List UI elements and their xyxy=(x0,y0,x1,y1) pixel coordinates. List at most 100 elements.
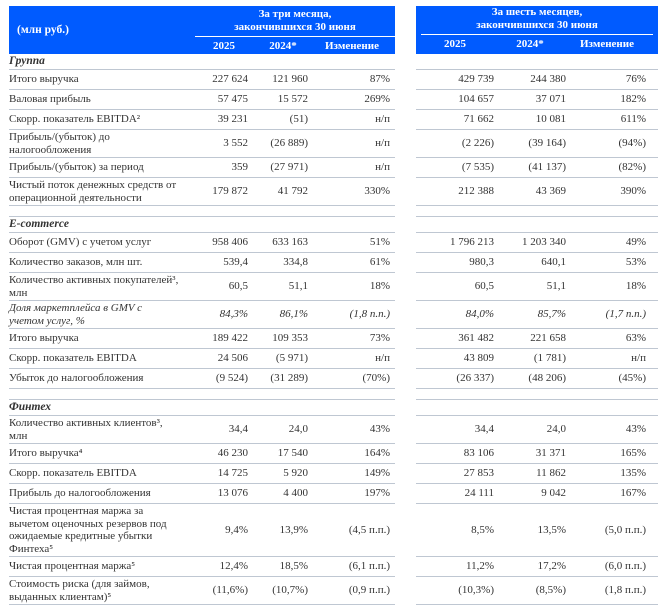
quarter-value-change: 164% xyxy=(364,447,390,460)
halfyear-value-2024: 17,2% xyxy=(537,560,566,573)
table-row: Скорр. показатель EBITDA 24 506 (5 971) … xyxy=(9,349,658,369)
row-label: Стоимость риска (для займов, выданных кл… xyxy=(9,578,150,603)
halfyear-value-change: 63% xyxy=(625,332,646,345)
row-label: Группа xyxy=(9,55,45,68)
row-gap xyxy=(395,504,416,557)
halfyear-value-2025: 34,4 xyxy=(474,423,494,436)
halfyear-value-2025: 1 796 213 xyxy=(450,236,494,249)
table-row: Прибыль до налогообложения 13 076 4 400 … xyxy=(9,484,658,504)
halfyear-value-2024: 1 203 340 xyxy=(522,236,566,249)
row-label: Количество активных покупателей³, млн xyxy=(9,274,179,299)
table-row: Скорр. показатель EBITDA² 39 231 (51) н/… xyxy=(9,110,658,130)
quarter-value-change: (70%) xyxy=(362,372,391,385)
row-right-block: 1 796 213 1 203 340 49% xyxy=(416,233,658,253)
row-label: Скорр. показатель EBITDA xyxy=(9,352,137,365)
row-label: Чистый поток денежных средств от операци… xyxy=(9,179,177,204)
row-left-block: Количество активных покупателей³, млн 60… xyxy=(9,273,395,301)
row-left-block: Прибыль до налогообложения 13 076 4 400 … xyxy=(9,484,395,504)
quarter-value-2025: (11,6%) xyxy=(212,584,248,597)
halfyear-value-2024: (8,5%) xyxy=(535,584,566,597)
row-left-block: Скорр. показатель EBITDA 24 506 (5 971) … xyxy=(9,349,395,369)
halfyear-value-2025: (2 226) xyxy=(461,137,494,150)
quarter-value-2024: (5 971) xyxy=(275,352,308,365)
halfyear-value-change: (45%) xyxy=(618,372,647,385)
row-left-block: Скорр. показатель EBITDA 14 725 5 920 14… xyxy=(9,464,395,484)
halfyear-value-2025: 84,0% xyxy=(465,308,494,321)
spacer-row xyxy=(9,206,658,217)
row-gap xyxy=(395,389,416,400)
halfyear-column-labels: 2025 2024* Изменение xyxy=(416,35,658,52)
row-label: Итого выручка xyxy=(9,73,79,86)
table-row: Скорр. показатель EBITDA 14 725 5 920 14… xyxy=(9,464,658,484)
row-gap xyxy=(395,301,416,329)
row-left-block: Итого выручка 189 422 109 353 73% xyxy=(9,329,395,349)
row-label: Чистая процентная маржа за вычетом оцено… xyxy=(9,505,167,555)
row-right-block: 104 657 37 071 182% xyxy=(416,90,658,110)
quarter-value-2025: 958 406 xyxy=(212,236,248,249)
row-left-block: Чистая процентная маржа⁵ 12,4% 18,5% (6,… xyxy=(9,557,395,577)
row-gap xyxy=(395,484,416,504)
row-gap xyxy=(395,253,416,273)
row-right-block: 8,5% 13,5% (5,0 п.п.) xyxy=(416,504,658,557)
quarter-value-2024: 109 353 xyxy=(272,332,308,345)
table-row: Итого выручка⁴ 46 230 17 540 164% 83 106… xyxy=(9,444,658,464)
quarter-value-2024: 17 540 xyxy=(277,447,308,460)
halfyear-value-change: 165% xyxy=(620,447,646,460)
row-right-block: 27 853 11 862 135% xyxy=(416,464,658,484)
row-left-block xyxy=(9,389,395,400)
row-gap xyxy=(395,110,416,130)
halfyear-value-change: 167% xyxy=(620,487,646,500)
halfyear-value-2025: (7 535) xyxy=(461,161,494,174)
halfyear-value-2025: 43 809 xyxy=(463,352,494,365)
halfyear-value-change: 135% xyxy=(620,467,646,480)
halfyear-value-2025: 24 111 xyxy=(464,487,494,500)
quarter-value-change: 61% xyxy=(369,256,390,269)
table-row: Стоимость риска (для займов, выданных кл… xyxy=(9,577,658,605)
halfyear-value-2025: 361 482 xyxy=(458,332,494,345)
quarter-value-2025: (9 524) xyxy=(215,372,248,385)
quarter-value-2024: 15 572 xyxy=(277,93,308,106)
quarter-value-2024: 5 920 xyxy=(283,467,308,480)
halfyear-value-change: (5,0 п.п.) xyxy=(604,523,646,536)
row-gap xyxy=(395,54,416,70)
row-gap xyxy=(395,70,416,90)
quarter-value-2025: 14 725 xyxy=(217,467,248,480)
row-label: Количество заказов, млн шт. xyxy=(9,256,143,269)
row-label: Скорр. показатель EBITDA² xyxy=(9,113,141,126)
row-left-block: E-commerce xyxy=(9,217,395,233)
row-gap xyxy=(395,130,416,158)
quarter-value-change: 149% xyxy=(364,467,390,480)
quarter-value-2025: 227 624 xyxy=(212,73,248,86)
row-gap xyxy=(395,178,416,206)
row-label: Чистая процентная маржа⁵ xyxy=(9,560,136,573)
halfyear-value-2024: 24,0 xyxy=(546,423,566,436)
row-label: Валовая прибыль xyxy=(9,93,91,106)
row-left-block: Прибыль/(убыток) до налогообложения 3 55… xyxy=(9,130,395,158)
row-left-block: Чистый поток денежных средств от операци… xyxy=(9,178,395,206)
row-left-block: Прибыль/(убыток) за период 359 (27 971) … xyxy=(9,158,395,178)
row-right-block xyxy=(416,217,658,233)
quarter-value-change: 87% xyxy=(369,73,390,86)
row-gap xyxy=(395,557,416,577)
halfyear-value-2025: 980,3 xyxy=(469,256,494,269)
quarter-value-2025: 189 422 xyxy=(212,332,248,345)
row-left-block: Количество заказов, млн шт. 539,4 334,8 … xyxy=(9,253,395,273)
row-right-block xyxy=(416,389,658,400)
row-right-block: (2 226) (39 164) (94%) xyxy=(416,130,658,158)
quarter-value-change: н/п xyxy=(375,161,390,174)
quarter-value-2024: (31 289) xyxy=(270,372,308,385)
quarter-value-2025: 57 475 xyxy=(217,93,248,106)
quarter-column-labels: 2025 2024* Изменение xyxy=(195,37,395,54)
halfyear-value-2025: 60,5 xyxy=(474,280,494,293)
halfyear-value-2024: (48 206) xyxy=(528,372,566,385)
halfyear-value-2024: 37 071 xyxy=(535,93,566,106)
quarter-value-2025: 13 076 xyxy=(217,487,248,500)
row-gap xyxy=(395,577,416,605)
row-gap xyxy=(395,206,416,217)
row-right-block: 43 809 (1 781) н/п xyxy=(416,349,658,369)
halfyear-value-change: 390% xyxy=(620,185,646,198)
table-row: Чистая процентная маржа за вычетом оцено… xyxy=(9,504,658,557)
quarter-value-change: (0,9 п.п.) xyxy=(348,584,390,597)
row-left-block: Скорр. показатель EBITDA² 39 231 (51) н/… xyxy=(9,110,395,130)
